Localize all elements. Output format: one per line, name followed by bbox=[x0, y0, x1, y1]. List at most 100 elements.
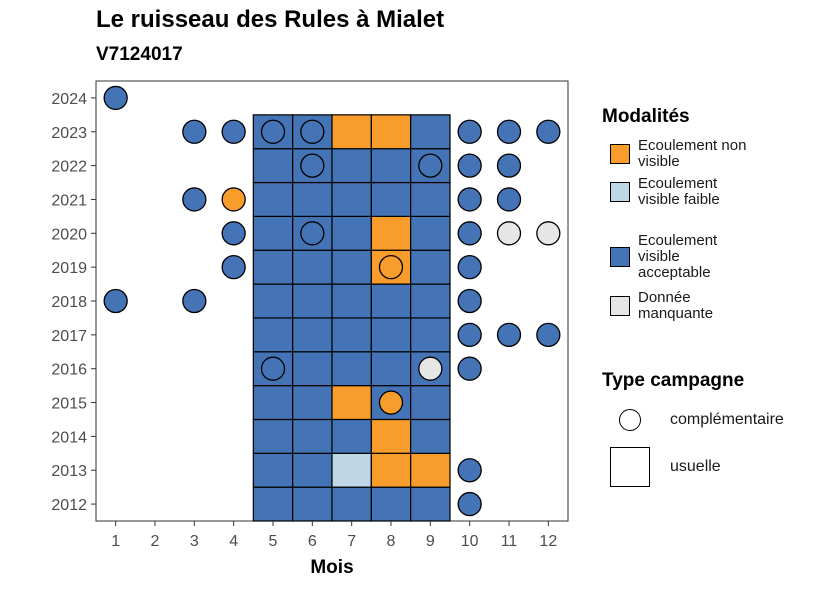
y-tick-label: 2020 bbox=[51, 226, 87, 243]
point-complementaire bbox=[300, 119, 325, 144]
tile-usuelle bbox=[331, 351, 372, 387]
legend-swatch-faible bbox=[610, 182, 630, 202]
point-complementaire bbox=[260, 356, 286, 381]
x-tick-label: 1 bbox=[111, 533, 120, 550]
point-complementaire bbox=[496, 187, 522, 212]
tile-usuelle bbox=[252, 452, 294, 488]
tile-usuelle bbox=[252, 249, 294, 285]
point-complementaire bbox=[496, 119, 522, 144]
point-complementaire bbox=[260, 119, 286, 144]
tile-usuelle bbox=[292, 418, 333, 454]
point-complementaire bbox=[457, 356, 482, 381]
tile-usuelle bbox=[410, 215, 451, 251]
point-complementaire bbox=[457, 458, 482, 483]
legend-item-manquante: Donnée manquante bbox=[602, 290, 748, 322]
y-tick-label: 2024 bbox=[51, 91, 87, 108]
legend-item-usuelle: usuelle bbox=[610, 447, 721, 487]
x-axis-label: Mois bbox=[310, 557, 353, 578]
y-tick-label: 2021 bbox=[51, 192, 87, 209]
legend-circle-icon bbox=[619, 409, 641, 431]
x-tick-label: 5 bbox=[269, 533, 278, 550]
x-tick-label: 3 bbox=[190, 533, 199, 550]
tile-usuelle bbox=[370, 351, 412, 387]
point-complementaire bbox=[457, 288, 482, 314]
tile-usuelle bbox=[410, 283, 451, 319]
tile-usuelle bbox=[331, 249, 372, 285]
tile-usuelle bbox=[331, 215, 372, 251]
tile-usuelle bbox=[370, 148, 412, 184]
x-tick-label: 12 bbox=[539, 533, 557, 550]
tile-usuelle bbox=[370, 317, 412, 353]
tile-usuelle bbox=[292, 181, 333, 217]
tile-usuelle bbox=[292, 452, 333, 488]
tile-usuelle bbox=[292, 283, 333, 319]
x-tick-label: 6 bbox=[308, 533, 317, 550]
legend-item-complementaire: complémentaire bbox=[610, 409, 784, 431]
point-complementaire bbox=[536, 322, 561, 347]
tile-usuelle bbox=[370, 114, 412, 150]
legend-label-complementaire: complémentaire bbox=[670, 411, 784, 428]
y-tick-label: 2022 bbox=[51, 159, 87, 176]
tile-usuelle bbox=[410, 452, 451, 488]
x-tick-label: 7 bbox=[347, 533, 356, 550]
legend-swatch-non-visible bbox=[610, 144, 630, 164]
point-complementaire bbox=[457, 187, 482, 212]
point-complementaire bbox=[378, 255, 404, 280]
y-tick-label: 2023 bbox=[51, 125, 87, 142]
point-complementaire bbox=[457, 491, 482, 517]
chart-subtitle: V7124017 bbox=[96, 44, 183, 65]
tile-usuelle bbox=[292, 317, 333, 353]
point-complementaire bbox=[221, 187, 246, 212]
tile-usuelle bbox=[331, 452, 372, 488]
legend-modalites-title: Modalités bbox=[602, 106, 690, 127]
legend-type-title: Type campagne bbox=[602, 370, 745, 391]
legend-label-manquante: Donnée manquante bbox=[638, 289, 714, 322]
x-tick-label: 2 bbox=[151, 533, 160, 550]
tile-usuelle bbox=[331, 486, 372, 522]
point-complementaire bbox=[457, 322, 482, 347]
tile-usuelle bbox=[252, 283, 294, 319]
point-complementaire bbox=[182, 187, 207, 212]
tile-usuelle bbox=[252, 215, 294, 251]
legend-label-non-visible: Ecoulement non visible bbox=[638, 137, 747, 170]
x-tick-label: 8 bbox=[387, 533, 396, 550]
tile-usuelle bbox=[331, 317, 372, 353]
point-complementaire bbox=[221, 119, 246, 144]
tile-usuelle bbox=[252, 181, 294, 217]
point-complementaire bbox=[182, 119, 207, 144]
legend-swatch-acceptable bbox=[610, 247, 630, 267]
point-complementaire bbox=[221, 221, 246, 246]
point-complementaire bbox=[103, 85, 128, 111]
tile-usuelle bbox=[370, 452, 412, 488]
x-tick-label: 4 bbox=[229, 533, 238, 550]
tile-usuelle bbox=[370, 215, 412, 251]
tile-usuelle bbox=[331, 385, 372, 421]
y-tick-label: 2012 bbox=[51, 497, 87, 514]
tile-usuelle bbox=[292, 351, 333, 387]
legend-item-acceptable: Ecoulement visible acceptable bbox=[602, 233, 748, 281]
point-complementaire bbox=[536, 221, 561, 246]
tile-usuelle bbox=[410, 249, 451, 285]
y-tick-label: 2014 bbox=[51, 429, 87, 446]
tile-usuelle bbox=[292, 385, 333, 421]
y-tick-label: 2017 bbox=[51, 328, 87, 345]
tile-usuelle bbox=[252, 385, 294, 421]
x-tick-label: 10 bbox=[461, 533, 479, 550]
point-complementaire bbox=[496, 322, 522, 347]
point-complementaire bbox=[418, 356, 443, 381]
tile-usuelle bbox=[410, 385, 451, 421]
tile-usuelle bbox=[410, 181, 451, 217]
tile-usuelle bbox=[292, 249, 333, 285]
point-complementaire bbox=[457, 221, 482, 246]
point-complementaire bbox=[457, 255, 482, 280]
tile-usuelle bbox=[331, 148, 372, 184]
y-tick-label: 2015 bbox=[51, 396, 87, 413]
tile-usuelle bbox=[252, 418, 294, 454]
tile-usuelle bbox=[410, 114, 451, 150]
y-tick-label: 2013 bbox=[51, 463, 87, 480]
x-tick-label: 9 bbox=[426, 533, 435, 550]
legend-item-faible: Ecoulement visible faible bbox=[602, 176, 748, 208]
point-complementaire bbox=[378, 390, 404, 415]
legend-label-faible: Ecoulement visible faible bbox=[638, 175, 720, 208]
